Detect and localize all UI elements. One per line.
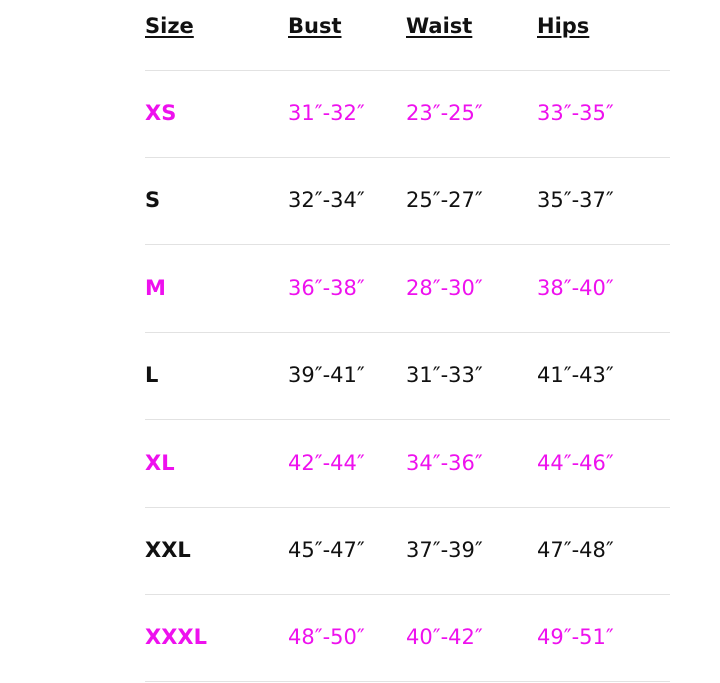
row-divider	[145, 419, 670, 420]
size-label: XXXL	[145, 625, 207, 650]
measurement: 25″-27″	[406, 188, 483, 213]
measurement: 31″-32″	[288, 101, 365, 125]
row-divider	[145, 70, 670, 71]
measurement: 40″-42″	[406, 625, 483, 650]
row-divider	[145, 332, 670, 333]
measurement: 28″-30″	[406, 275, 483, 300]
size-label: L	[145, 363, 159, 388]
row-divider	[145, 507, 670, 508]
size-label: M	[145, 275, 166, 300]
size-label: XS	[145, 101, 177, 125]
measurement: 44″-46″	[537, 450, 614, 475]
measurement: 49″-51″	[537, 625, 614, 650]
row-divider	[145, 244, 670, 245]
row-divider	[145, 594, 670, 595]
row-divider	[145, 157, 670, 158]
measurement: 37″-39″	[406, 538, 483, 562]
measurement: 47″-48″	[537, 538, 614, 562]
measurement: 33″-35″	[537, 101, 614, 125]
measurement: 39″-41″	[288, 363, 365, 388]
measurement: 42″-44″	[288, 450, 365, 475]
column-header: Size	[145, 14, 194, 38]
measurement: 31″-33″	[406, 363, 483, 388]
size-label: S	[145, 188, 161, 213]
measurement: 48″-50″	[288, 625, 365, 650]
column-header: Waist	[406, 14, 473, 38]
measurement: 41″-43″	[537, 363, 614, 388]
measurement: 36″-38″	[288, 275, 365, 300]
row-divider	[145, 681, 670, 682]
measurement: 23″-25″	[406, 101, 483, 125]
measurement: 38″-40″	[537, 275, 614, 300]
measurement: 34″-36″	[406, 450, 483, 475]
size-label: XXL	[145, 538, 191, 562]
column-header: Bust	[288, 14, 342, 38]
column-header: Hips	[537, 14, 590, 38]
size-label: XL	[145, 450, 175, 475]
measurement: 35″-37″	[537, 188, 614, 213]
measurement: 45″-47″	[288, 538, 365, 562]
measurement: 32″-34″	[288, 188, 365, 213]
